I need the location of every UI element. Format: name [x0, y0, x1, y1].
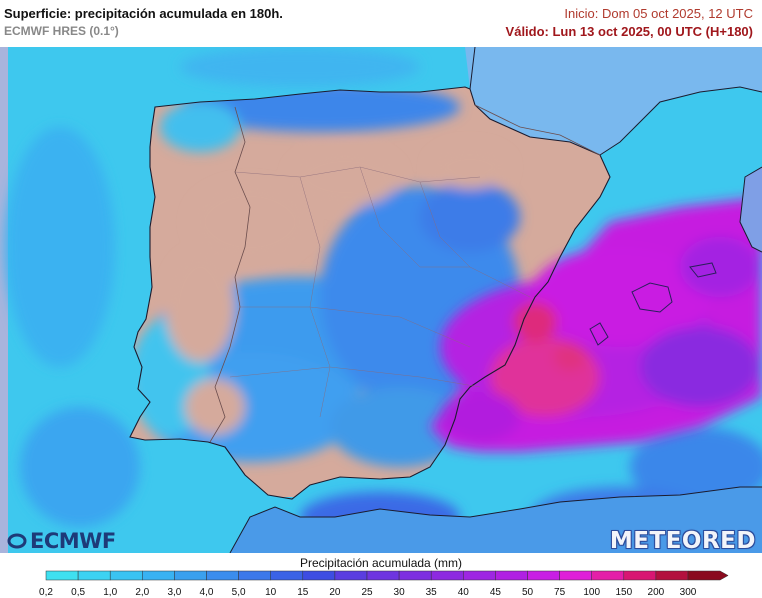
legend-tick-label: 10 — [265, 587, 277, 598]
model-label: ECMWF HRES (0.1°) — [4, 24, 119, 38]
legend-swatch — [334, 570, 368, 581]
legend-swatch — [655, 570, 689, 581]
legend-tick-label: 5,0 — [232, 587, 246, 598]
legend-swatch — [527, 570, 560, 581]
valid-time: Válido: Lun 13 oct 2025, 00 UTC (H+180) — [505, 24, 753, 39]
legend-swatch — [142, 570, 175, 581]
legend-tick-label: 4,0 — [200, 587, 214, 598]
legend-tick-label: 25 — [361, 587, 373, 598]
iberia-coastline — [129, 86, 611, 500]
legend-swatch — [398, 570, 432, 581]
legend-swatch — [623, 570, 657, 581]
precipitation-map — [0, 47, 762, 553]
header-right: Inicio: Dom 05 oct 2025, 12 UTC Válido: … — [506, 6, 753, 39]
balearic-islands — [589, 262, 717, 346]
init-time: Inicio: Dom 05 oct 2025, 12 UTC — [564, 6, 753, 21]
heavy-precip-field — [430, 197, 762, 452]
ecmwf-logo-text: ECMWF — [30, 529, 116, 553]
france-coast — [469, 47, 476, 90]
legend-swatch — [174, 570, 207, 581]
legend-tick-label: 3,0 — [167, 587, 181, 598]
legend-swatch — [591, 570, 625, 581]
africa-land — [230, 487, 762, 553]
legend-swatch — [270, 570, 304, 581]
map-title: Superficie: precipitación acumulada en 1… — [4, 6, 283, 21]
legend-tick-label: 40 — [458, 587, 470, 598]
legend-swatch — [77, 570, 111, 581]
legend-tick-label: 0,2 — [39, 587, 53, 598]
africa-coastline — [229, 486, 762, 553]
ecmwf-mark-icon — [7, 533, 27, 549]
legend-tick-label: 1,0 — [103, 587, 117, 598]
regional-borders — [229, 166, 531, 418]
legend-colorbar: 0,2 0,5 1,0 2,0 3,0 4,0 5,0 10 15 20 25 30 35 40 45 50 7… — [39, 570, 729, 598]
legend-swatch — [206, 570, 239, 581]
legend-tick-label: 0,5 — [71, 587, 85, 598]
legend-tick-label: 150 — [615, 587, 632, 598]
france-land — [440, 47, 762, 155]
legend-swatch — [687, 570, 729, 581]
legend-swatch — [238, 570, 271, 581]
legend-tick-label: 30 — [394, 587, 406, 598]
legend-swatch — [495, 570, 528, 581]
pyrenees-border — [474, 104, 601, 156]
legend-tick-label: 300 — [680, 587, 697, 598]
legend-swatch — [302, 570, 336, 581]
legend-swatch — [109, 570, 143, 581]
legend-swatch — [45, 570, 79, 581]
legend-swatch — [559, 570, 592, 581]
gulf-of-lion-coast — [599, 86, 762, 156]
header-left: Superficie: precipitación acumulada en 1… — [4, 6, 283, 38]
legend-swatch — [430, 570, 464, 581]
sardinia — [739, 166, 762, 253]
legend-swatch — [463, 570, 496, 581]
legend-tick-label: 15 — [297, 587, 309, 598]
legend-tick-label: 20 — [329, 587, 341, 598]
legend-tick-label: 100 — [583, 587, 600, 598]
legend-title: Precipitación acumulada (mm) — [299, 556, 463, 570]
meteored-logo: METEORED — [609, 528, 756, 554]
legend-tick-label: 200 — [648, 587, 665, 598]
legend-tick-label: 2,0 — [135, 587, 149, 598]
portugal-border — [209, 106, 251, 443]
ecmwf-logo: ECMWF — [6, 529, 116, 553]
legend-tick-label: 45 — [490, 587, 502, 598]
legend-tick-label: 75 — [554, 587, 566, 598]
legend-swatch — [366, 570, 400, 581]
legend-tick-label: 50 — [522, 587, 534, 598]
legend-tick-label: 35 — [426, 587, 438, 598]
